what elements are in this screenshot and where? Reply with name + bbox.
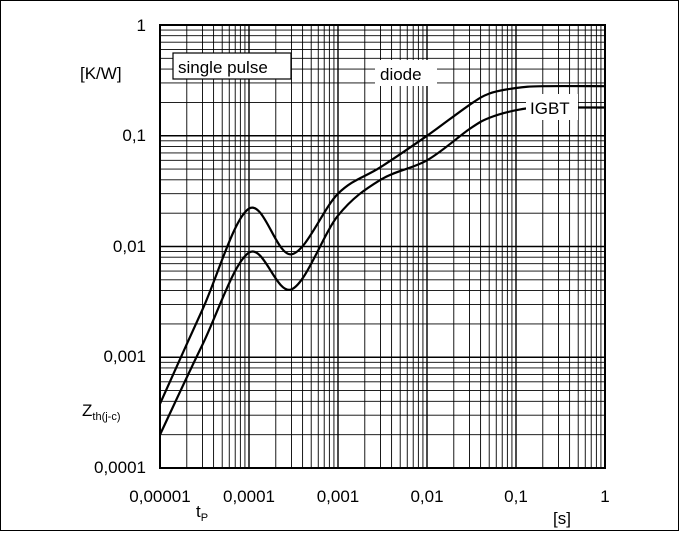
x-tick-label: 0,1 [504, 487, 528, 506]
series-label-bg [526, 94, 578, 120]
series-line-diode [158, 84, 606, 405]
y-symbol-label: Zth(j-c) [82, 401, 121, 423]
x-tick-label: 0,00001 [129, 487, 190, 506]
series-label-bg [375, 60, 437, 86]
x-symbol-label: tP [196, 502, 208, 524]
series-line-igbt [159, 106, 606, 436]
y-unit-label: [K/W] [80, 64, 122, 83]
x-unit-label: [s] [553, 509, 571, 528]
annotation-text: single pulse [178, 58, 268, 77]
x-tick-label: 0,0001 [223, 487, 275, 506]
y-tick-label: 0,01 [113, 237, 146, 256]
annotation-box [172, 52, 292, 80]
x-tick-label: 1 [600, 487, 609, 506]
x-tick-labels: 0,00001 0,0001 0,001 0,01 0,1 1 [129, 487, 609, 506]
y-tick-label: 0,1 [122, 126, 146, 145]
x-symbol-sub: P [201, 512, 208, 524]
y-tick-labels: 1 0,1 0,01 0,001 0,0001 [94, 16, 146, 477]
grid [160, 25, 605, 468]
y-tick-label: 1 [137, 16, 146, 35]
series-layer [158, 84, 606, 436]
series-label-text: IGBT [530, 99, 570, 118]
series-label-diode: diode [375, 60, 437, 86]
x-symbol-main: t [196, 502, 201, 521]
y-tick-label: 0,0001 [94, 458, 146, 477]
x-tick-label: 0,001 [317, 487, 360, 506]
series-label-text: diode [380, 65, 422, 84]
y-symbol-main: Z [82, 401, 92, 420]
y-symbol-sub: th(j-c) [92, 411, 120, 423]
plot-frame [159, 24, 606, 469]
y-tick-label: 0,001 [103, 347, 146, 366]
series-label-igbt: IGBT [526, 94, 600, 120]
single-pulse-annotation: single pulse [172, 52, 292, 80]
x-tick-label: 0,01 [410, 487, 443, 506]
